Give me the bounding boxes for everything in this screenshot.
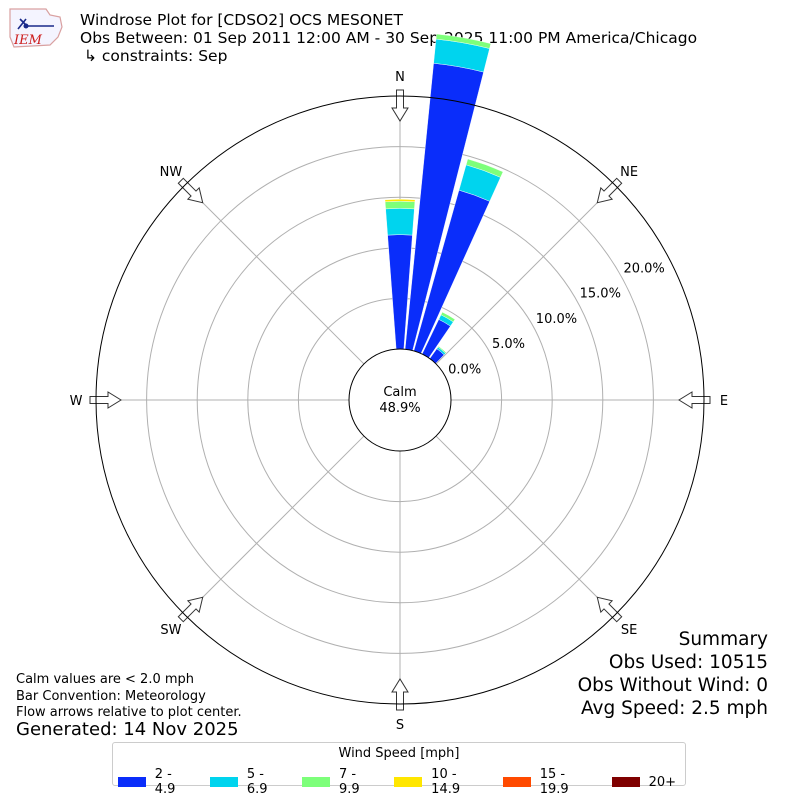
flow-arrows-note: Flow arrows relative to plot center. xyxy=(16,705,242,720)
legend-label: 15 - 19.9 xyxy=(539,767,569,797)
legend-entry: 7 - 9.9 xyxy=(302,767,380,797)
summary-heading: Summary xyxy=(678,629,768,650)
legend-entry: 20+ xyxy=(611,767,676,797)
windrose-bar-segment xyxy=(437,345,447,354)
direction-label: NE xyxy=(620,165,638,180)
summary-obs-without-wind: Obs Without Wind: 0 xyxy=(577,675,768,696)
radial-tick-label: 5.0% xyxy=(492,337,525,352)
legend-swatch xyxy=(302,777,331,787)
direction-label: NW xyxy=(160,165,183,180)
legend-items: 2 - 4.9 5 - 6.9 7 - 9.9 10 - 14.9 15 - 19.9 2… xyxy=(113,767,685,797)
plot-notes: Calm values are < 2.0 mph Bar Convention… xyxy=(16,672,242,722)
flow-arrow-icon xyxy=(391,89,409,122)
legend-label: 2 - 4.9 xyxy=(154,767,176,797)
chart-title: Windrose Plot for [CDSO2] OCS MESONET xyxy=(80,11,403,29)
radial-tick-label: 10.0% xyxy=(536,312,577,327)
flow-arrow-icon xyxy=(596,177,623,204)
calm-value: 48.9% xyxy=(379,401,420,416)
grid-spoke xyxy=(184,435,365,616)
legend-label: 5 - 6.9 xyxy=(246,767,268,797)
legend-entry: 5 - 6.9 xyxy=(210,767,288,797)
calm-label: Calm xyxy=(383,385,416,400)
windrose-bar-segment xyxy=(465,158,504,178)
direction-label: S xyxy=(396,718,404,733)
legend-entry: 2 - 4.9 xyxy=(118,767,196,797)
summary-avg-speed: Avg Speed: 2.5 mph xyxy=(580,698,768,719)
flow-arrows xyxy=(89,89,711,711)
radial-tick-label: 15.0% xyxy=(580,287,621,302)
calm-note: Calm values are < 2.0 mph xyxy=(16,672,195,687)
flow-arrow-icon xyxy=(177,177,204,204)
grid-spoke xyxy=(435,435,616,616)
chart-subtitle: Obs Between: 01 Sep 2011 12:00 AM - 30 S… xyxy=(80,29,698,47)
legend: Wind Speed [mph] 2 - 4.9 5 - 6.9 7 - 9.9 10… xyxy=(112,742,686,797)
legend-label: 7 - 9.9 xyxy=(339,767,360,797)
windrose-bar-segment xyxy=(435,33,492,49)
chart-constraints: ↳ constraints: Sep xyxy=(84,47,228,65)
radial-tick-label: 20.0% xyxy=(623,261,664,276)
flow-arrow-icon xyxy=(177,596,204,623)
windrose-bar-segment xyxy=(384,201,416,210)
direction-labels: N NE E SE S SW W NW xyxy=(70,70,729,733)
direction-label: N xyxy=(395,70,405,85)
direction-label: W xyxy=(70,394,83,409)
polar-grid xyxy=(96,96,704,704)
bar-convention-note: Bar Convention: Meteorology xyxy=(16,688,206,704)
legend-label: 20+ xyxy=(648,774,676,790)
grid-spoke xyxy=(184,184,365,365)
outer-circle xyxy=(95,95,705,705)
direction-label: E xyxy=(720,394,728,409)
legend-swatch xyxy=(118,777,146,787)
flow-arrow-icon xyxy=(678,391,711,409)
legend-swatch xyxy=(611,777,640,787)
flow-arrow-icon xyxy=(89,391,122,409)
legend-swatch xyxy=(503,777,531,787)
direction-label: SE xyxy=(621,623,637,638)
radial-tick-labels: 0.0% 5.0% 10.0%15.0%20.0% xyxy=(448,261,665,377)
windrose-bar-segment xyxy=(440,311,456,323)
generated-date: Generated: 14 Nov 2025 xyxy=(16,719,239,740)
legend-swatch xyxy=(394,777,423,787)
legend-label: 10 - 14.9 xyxy=(431,767,461,797)
flow-arrow-icon xyxy=(391,678,409,711)
legend-swatch xyxy=(210,777,238,787)
flow-arrow-icon xyxy=(596,596,623,623)
windrose-bar-segment xyxy=(384,199,416,203)
direction-label: SW xyxy=(160,623,181,638)
windrose-bar-segment xyxy=(385,208,415,236)
legend-title: Wind Speed [mph] xyxy=(338,746,460,761)
grid-spoke xyxy=(435,184,616,365)
legend-entry: 10 - 14.9 xyxy=(394,767,489,797)
calm-circle xyxy=(348,348,452,452)
summary-obs-used: Obs Used: 10515 xyxy=(608,652,768,673)
legend-entry: 15 - 19.9 xyxy=(503,767,598,797)
iem-logo: IEM xyxy=(9,8,63,48)
chart-title-block: Windrose Plot for [CDSO2] OCS MESONET Ob… xyxy=(80,11,697,65)
radial-tick-label: 0.0% xyxy=(448,363,481,378)
summary-box: Summary Obs Used: 10515 Obs Without Wind… xyxy=(578,628,768,720)
windrose-bars xyxy=(384,33,504,364)
logo-text: IEM xyxy=(13,33,43,48)
